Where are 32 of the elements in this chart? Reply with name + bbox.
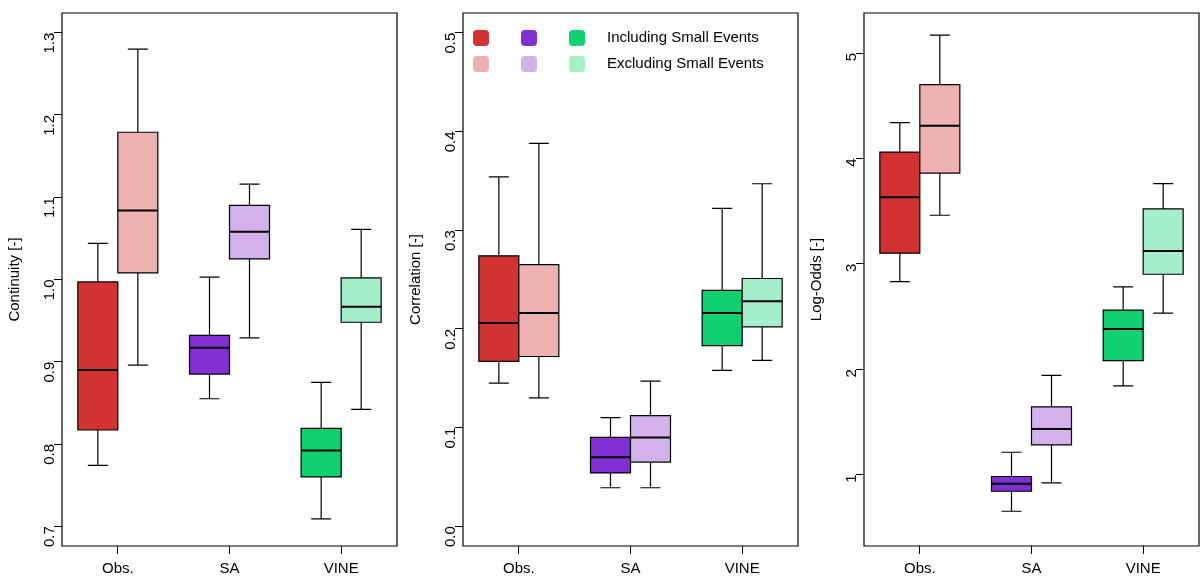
- y-tick-label: 4: [842, 158, 860, 167]
- x-tick-label: VINE: [323, 559, 359, 577]
- legend-label: Including Small Events: [607, 28, 759, 46]
- y-tick-label: 1.1: [40, 197, 58, 219]
- x-tick-label: Obs.: [903, 559, 936, 577]
- y-tick-label: 0.9: [40, 361, 58, 383]
- y-tick-label: 0.7: [40, 526, 58, 548]
- y-tick-label: 0.8: [40, 444, 58, 465]
- y-tick-label: 1.2: [40, 114, 58, 136]
- y-tick-label: 0.4: [441, 131, 459, 153]
- y-axis-title: Correlation [-]: [406, 234, 424, 325]
- y-axis-title: Log-Odds [-]: [807, 237, 825, 322]
- y-tick-label: 0.3: [441, 230, 459, 252]
- y-tick-label: 0.0: [441, 526, 459, 548]
- x-tick-label: SA: [620, 559, 641, 577]
- y-tick-label: 5: [842, 53, 860, 62]
- legend-label: Excluding Small Events: [607, 54, 764, 72]
- x-tick-label: Obs.: [101, 559, 134, 577]
- x-tick-label: SA: [219, 559, 240, 577]
- y-tick-label: 0.1: [441, 427, 459, 449]
- x-tick-label: Obs.: [502, 559, 535, 577]
- y-tick-label: 2: [842, 369, 860, 378]
- y-tick-label: 1: [842, 474, 860, 483]
- y-tick-label: 0.2: [441, 328, 459, 350]
- y-tick-label: 3: [842, 263, 860, 273]
- y-tick-label: 0.5: [441, 32, 459, 54]
- x-tick-label: SA: [1021, 559, 1042, 577]
- y-axis-title: Continuity [-]: [5, 237, 23, 322]
- x-tick-label: VINE: [1125, 559, 1161, 577]
- y-tick-label: 1.3: [40, 32, 58, 54]
- y-tick-label: 1.0: [40, 279, 58, 301]
- x-tick-label: VINE: [724, 559, 760, 577]
